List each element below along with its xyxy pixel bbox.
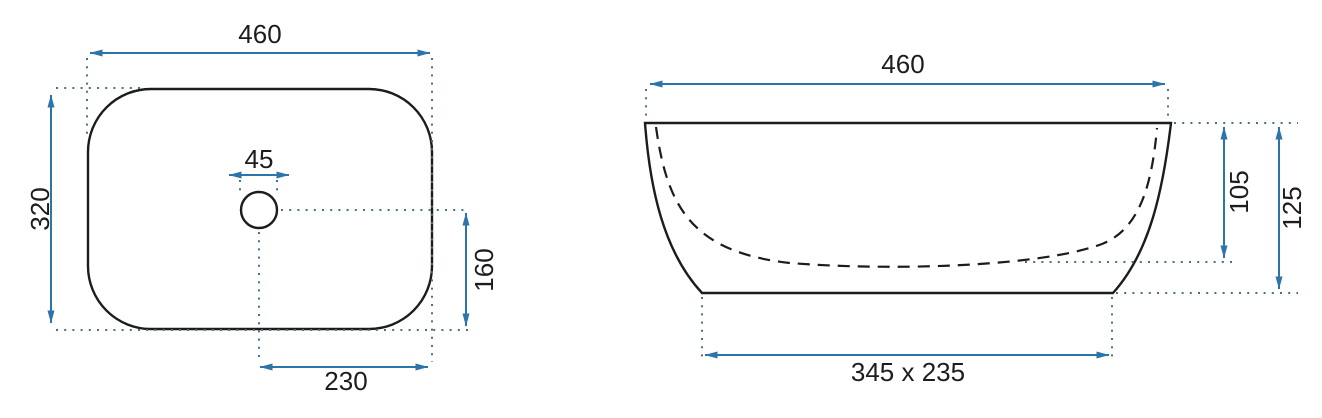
- label-overall-height: 125: [1277, 186, 1307, 229]
- label-top-view-width: 460: [238, 19, 281, 49]
- label-drain-offset-horizontal: 230: [324, 366, 367, 396]
- drain-hole: [239, 190, 279, 230]
- basin-outline-side: [643, 121, 1173, 295]
- label-drain-offset-vertical: 160: [469, 248, 499, 291]
- side-view: 460 105 125 345 x 235: [643, 49, 1307, 387]
- label-drain-diameter: 45: [245, 144, 274, 174]
- label-inner-depth: 105: [1224, 170, 1254, 213]
- label-side-view-width: 460: [881, 49, 924, 79]
- label-base-dimensions: 345 x 235: [851, 357, 965, 387]
- top-view: 460 320 45 160 230: [25, 19, 499, 396]
- inner-bowl-dashed: [654, 126, 1159, 268]
- label-top-view-depth: 320: [25, 187, 55, 230]
- basin-outline-top: [86, 87, 434, 331]
